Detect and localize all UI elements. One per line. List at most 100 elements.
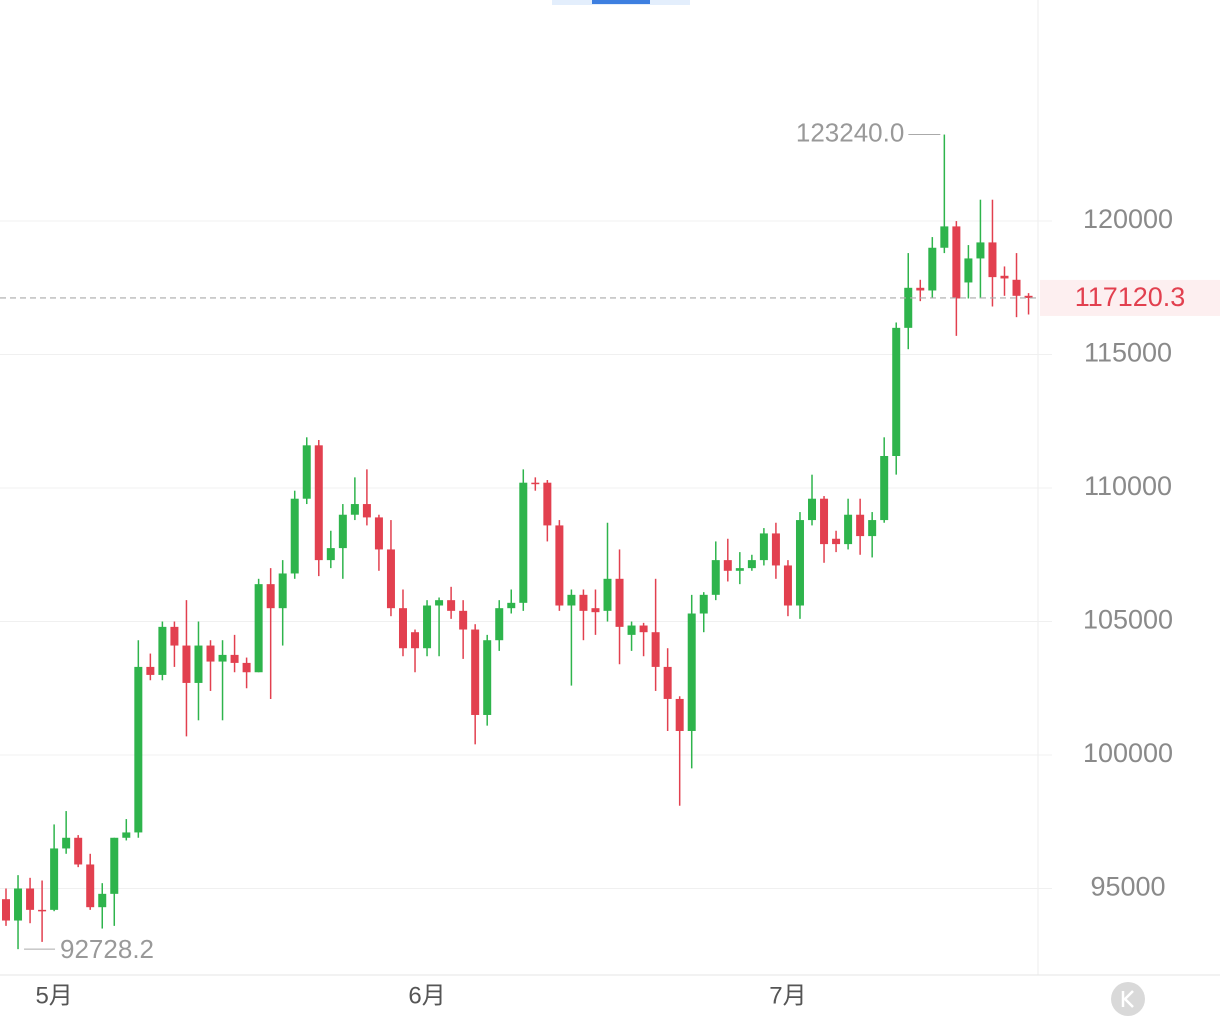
y-tick-label: 95000 bbox=[1090, 872, 1165, 902]
candle bbox=[832, 530, 841, 553]
candle-body bbox=[350, 504, 359, 515]
candle-body bbox=[170, 626, 179, 646]
candle bbox=[411, 629, 420, 673]
candle-body bbox=[844, 514, 853, 545]
candle-body bbox=[964, 258, 973, 283]
candle bbox=[904, 253, 913, 350]
candle-body bbox=[158, 626, 167, 675]
candle bbox=[362, 469, 371, 526]
candle bbox=[928, 237, 937, 299]
candle-body bbox=[795, 520, 804, 606]
candle bbox=[471, 624, 480, 745]
candle-body bbox=[928, 247, 937, 291]
candle-body bbox=[1000, 275, 1009, 279]
candle-body bbox=[952, 226, 961, 299]
candle bbox=[651, 578, 660, 691]
candle bbox=[314, 439, 323, 577]
candle bbox=[844, 498, 853, 550]
candle-body bbox=[687, 613, 696, 731]
candle-body bbox=[411, 632, 420, 649]
candle-body bbox=[374, 517, 383, 550]
candle bbox=[86, 853, 95, 910]
candle bbox=[1012, 253, 1021, 318]
candle-body bbox=[820, 498, 829, 545]
candle-body bbox=[651, 632, 660, 667]
candle-body bbox=[988, 242, 997, 278]
candle-body bbox=[326, 548, 335, 561]
candle bbox=[723, 538, 732, 582]
candle-body bbox=[62, 837, 71, 849]
candle bbox=[423, 600, 432, 657]
candle bbox=[880, 437, 889, 523]
candle-body bbox=[940, 226, 949, 248]
last-price-label: 117120.3 bbox=[1075, 282, 1186, 312]
candle bbox=[567, 589, 576, 686]
candle-body bbox=[723, 560, 732, 571]
candle bbox=[194, 621, 203, 721]
candle bbox=[675, 696, 684, 806]
candle bbox=[254, 578, 263, 673]
candle-body bbox=[398, 608, 407, 649]
candle-body bbox=[759, 533, 768, 561]
candle bbox=[170, 621, 179, 667]
candle bbox=[302, 437, 311, 505]
candle bbox=[795, 512, 804, 619]
candle bbox=[242, 657, 251, 689]
max-label: 123240.0 bbox=[796, 117, 904, 147]
candle bbox=[1000, 266, 1009, 296]
candle bbox=[747, 554, 756, 571]
candle bbox=[483, 634, 492, 726]
candle bbox=[892, 322, 901, 475]
collapse-button[interactable] bbox=[1111, 982, 1145, 1016]
candle-body bbox=[880, 455, 889, 521]
candle bbox=[543, 480, 552, 542]
candle-body bbox=[507, 602, 516, 609]
candle bbox=[808, 474, 817, 526]
candle bbox=[603, 522, 612, 622]
candle-body bbox=[98, 893, 107, 908]
candle-body bbox=[423, 605, 432, 649]
candle bbox=[591, 589, 600, 635]
collapse-circle[interactable] bbox=[1111, 982, 1145, 1016]
candle-body bbox=[567, 594, 576, 606]
candle bbox=[338, 504, 347, 579]
candle-body bbox=[639, 625, 648, 633]
candle bbox=[290, 490, 299, 579]
candle bbox=[820, 496, 829, 563]
candle bbox=[735, 552, 744, 585]
x-tick-label: 5月 bbox=[35, 982, 72, 1009]
candle-body bbox=[483, 640, 492, 715]
candle-body bbox=[591, 608, 600, 613]
candle bbox=[447, 586, 456, 619]
candle bbox=[62, 811, 71, 854]
candle bbox=[459, 600, 468, 659]
candle-body bbox=[14, 888, 23, 921]
tab-indicator-active bbox=[592, 0, 650, 4]
candle-body bbox=[194, 645, 203, 683]
candle-body bbox=[783, 565, 792, 606]
candle-body bbox=[290, 498, 299, 574]
candle bbox=[627, 621, 636, 651]
collapse-icon[interactable] bbox=[1121, 990, 1134, 1008]
candle bbox=[940, 134, 949, 254]
y-tick-label: 110000 bbox=[1084, 471, 1172, 501]
candle-body bbox=[892, 327, 901, 456]
candle-body bbox=[302, 445, 311, 499]
candle-body bbox=[206, 645, 215, 662]
candle bbox=[374, 514, 383, 571]
candle bbox=[435, 597, 444, 657]
candle bbox=[856, 498, 865, 555]
candle-body bbox=[50, 848, 59, 910]
candle-body bbox=[386, 549, 395, 609]
candle bbox=[110, 837, 119, 926]
candle-body bbox=[579, 594, 588, 611]
candle bbox=[964, 245, 973, 299]
candle bbox=[26, 877, 35, 924]
candle bbox=[868, 512, 877, 558]
candle-body bbox=[615, 578, 624, 627]
candle bbox=[50, 824, 59, 912]
candle-body bbox=[868, 520, 877, 537]
candle bbox=[14, 875, 23, 950]
candle-body bbox=[338, 514, 347, 549]
candle bbox=[122, 819, 131, 841]
